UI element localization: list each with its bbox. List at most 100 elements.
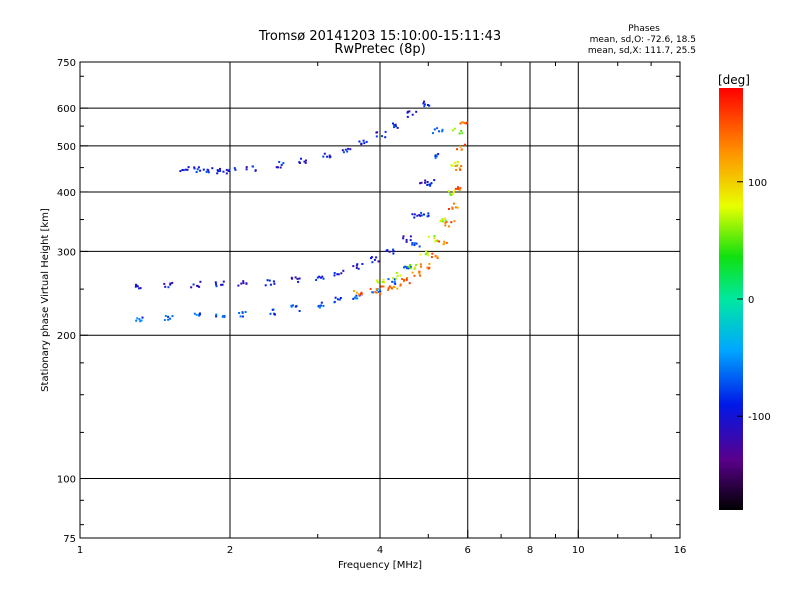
data-point [342,269,345,272]
data-point [365,140,368,143]
data-point [393,124,396,126]
data-point [294,276,297,279]
data-point [239,315,242,318]
data-point [215,285,218,288]
data-point [336,273,339,276]
data-point [290,304,293,307]
colorbar-tick-label: -100 [748,412,771,423]
data-point [423,105,426,108]
data-point [392,248,395,251]
data-point [207,169,210,172]
data-point [322,277,325,280]
data-point [225,172,228,175]
data-point [222,170,225,173]
data-point [458,132,461,135]
data-point [215,283,217,286]
data-point [217,170,220,173]
data-point [196,285,199,288]
data-point [450,221,453,224]
data-point [193,166,196,169]
data-point [415,110,418,113]
data-point [219,169,222,172]
data-point [207,171,210,174]
data-point [381,135,383,138]
data-point [431,252,434,255]
x-tick-label: 10 [572,545,585,556]
data-point [445,220,448,223]
data-point [163,319,166,321]
data-point [456,148,458,151]
data-point [453,220,456,223]
y-tick-label: 600 [57,104,76,115]
data-point [371,291,374,294]
data-point [193,312,196,315]
x-tick-label: 6 [465,545,471,556]
data-point [458,189,461,191]
data-point [375,135,378,138]
data-point [169,317,172,320]
data-point [322,304,325,307]
data-point [352,265,355,268]
data-point [427,214,430,217]
data-point [399,274,402,277]
data-point [337,273,340,276]
colorbar-tick-label: 0 [748,295,754,306]
data-point [164,285,167,288]
data-point [245,168,248,171]
data-point [347,147,350,150]
data-point [423,213,425,216]
data-point [354,297,357,300]
data-point [459,168,462,171]
data-point [184,168,187,171]
data-point [221,283,224,286]
data-point [375,288,378,291]
data-point [221,315,224,318]
y-tick-label: 750 [57,58,76,69]
data-point [135,319,138,322]
data-point [434,240,437,243]
data-point [444,224,447,227]
data-point [303,160,306,163]
data-point [394,282,397,285]
data-point [418,272,421,275]
data-point [463,122,466,125]
data-point [444,222,447,224]
data-point [215,313,218,316]
data-point [234,168,237,171]
data-point [456,206,459,209]
colorbar-label: [deg] [718,73,750,87]
data-point [251,165,254,168]
data-point [219,167,221,170]
x-tick-label: 8 [527,545,533,556]
data-point [193,167,196,170]
data-point [420,211,423,214]
data-point [444,217,446,220]
data-point [384,136,387,139]
data-point [452,191,455,194]
data-point [391,280,394,283]
data-point [426,104,429,106]
data-point [444,219,447,222]
data-point [136,317,139,320]
data-point [426,215,429,218]
data-point [195,171,198,173]
data-point [384,130,387,133]
data-point [382,278,385,281]
data-point [415,263,418,266]
data-point [460,148,463,151]
data-point [408,282,411,285]
data-point [167,318,170,321]
data-point [426,181,429,183]
data-point [413,274,416,277]
data-point [396,274,399,277]
data-point [379,292,381,295]
data-point [399,284,402,287]
data-point [464,143,466,146]
data-point [215,315,218,318]
data-point [297,280,300,283]
axes: 1 2 4 6 8 10 16 75 100 200 300 400 500 600 750 [57,58,686,556]
data-point [334,296,337,299]
y-tick-label: 75 [63,534,76,545]
data-point [465,122,468,125]
data-point [420,265,422,268]
